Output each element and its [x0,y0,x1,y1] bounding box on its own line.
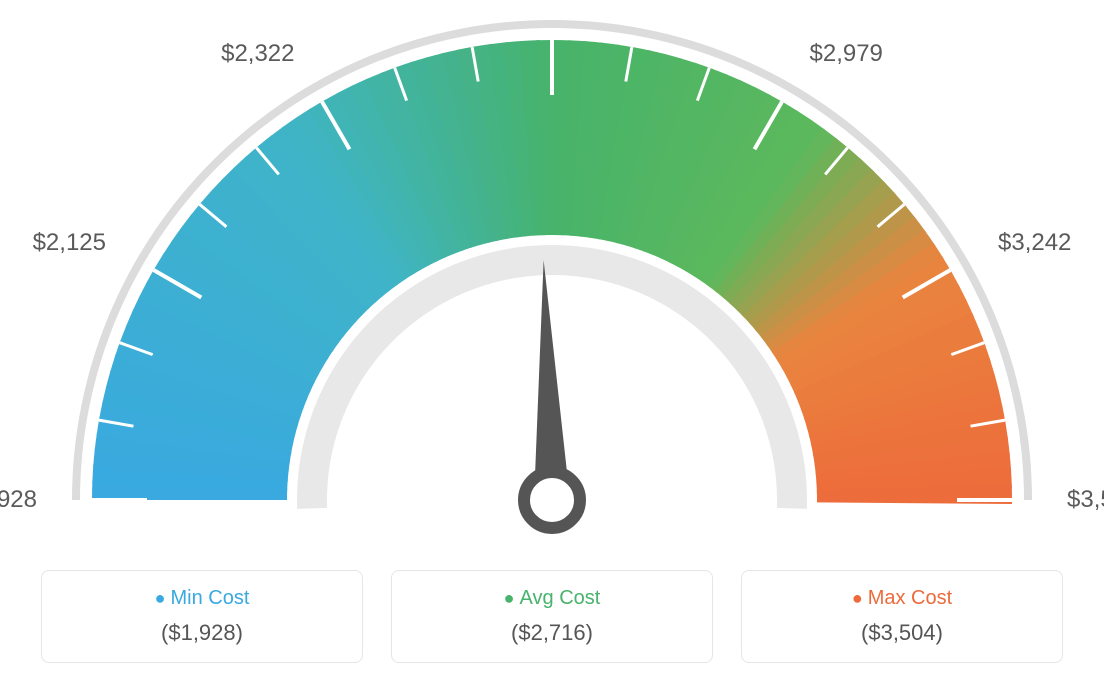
gauge-svg [0,0,1104,560]
legend-value-max: ($3,504) [752,620,1052,646]
gauge-tick-label: $1,928 [0,486,37,514]
legend-card-avg: Avg Cost ($2,716) [391,570,713,663]
gauge-chart: $1,928$2,125$2,322$2,716$2,979$3,242$3,5… [0,0,1104,560]
legend-title-avg: Avg Cost [402,587,702,610]
legend-title-min: Min Cost [52,587,352,610]
legend-value-avg: ($2,716) [402,620,702,646]
gauge-tick-label: $2,125 [33,229,106,257]
gauge-tick-label: $3,242 [998,229,1071,257]
legend-card-min: Min Cost ($1,928) [41,570,363,663]
gauge-tick-label: $2,979 [810,40,883,68]
legend-value-min: ($1,928) [52,620,352,646]
legend-card-max: Max Cost ($3,504) [741,570,1063,663]
legend-title-max: Max Cost [752,587,1052,610]
gauge-tick-label: $3,504 [1067,486,1104,514]
gauge-tick-label: $2,322 [221,40,294,68]
legend-row: Min Cost ($1,928) Avg Cost ($2,716) Max … [0,570,1104,663]
